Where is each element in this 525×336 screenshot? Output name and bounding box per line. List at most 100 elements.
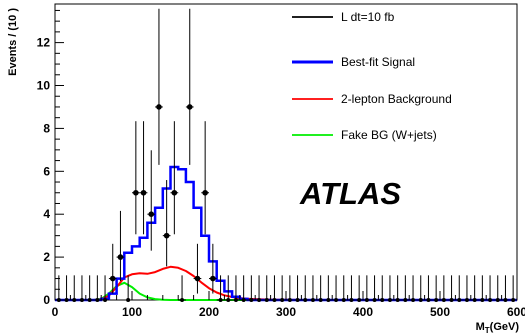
- data-point: [324, 275, 333, 302]
- data-point: [93, 275, 102, 302]
- y-tick-label: 10: [37, 79, 51, 93]
- x-tick-label: 300: [276, 305, 296, 319]
- legend-label-Pseudodata: L dt=10 fb: [341, 10, 395, 24]
- data-marker: [310, 298, 315, 302]
- legend-label-bkg: 2-lepton Background: [341, 92, 452, 106]
- axes: 0 100 200 300 400 500 600 0 2 4 6 8 10 12 Events / (10…: [7, 8, 525, 335]
- legend-label-fake: Fake BG (W+jets): [341, 128, 437, 142]
- y-tick-label: 12: [37, 36, 51, 50]
- data-marker: [218, 298, 223, 302]
- data-point: [170, 121, 179, 235]
- data-marker: [226, 298, 231, 302]
- data-point: [147, 150, 156, 251]
- x-tick-label: 100: [122, 305, 142, 319]
- data-point: [70, 275, 79, 302]
- data-marker: [180, 298, 185, 302]
- data-point: [232, 275, 240, 302]
- data-marker: [241, 298, 246, 302]
- data-marker: [126, 298, 131, 302]
- y-tick-label: 0: [43, 293, 50, 307]
- data-point: [316, 275, 325, 302]
- y-tick-label: 6: [43, 164, 50, 178]
- data-point: [216, 275, 225, 302]
- x-tick-label: 200: [199, 305, 219, 319]
- data-marker: [72, 298, 77, 302]
- data-marker: [109, 275, 116, 282]
- data-marker: [103, 298, 108, 302]
- data-point: [262, 275, 271, 302]
- data-point: [378, 275, 387, 302]
- data-point: [486, 275, 494, 302]
- data-marker: [403, 298, 408, 302]
- data-marker: [472, 298, 477, 302]
- data-marker: [64, 298, 69, 302]
- data-point: [386, 275, 394, 302]
- data-point: [455, 275, 464, 302]
- data-marker: [457, 298, 462, 302]
- data-marker: [441, 298, 446, 302]
- data-marker: [380, 298, 385, 302]
- data-point: [286, 275, 294, 302]
- data-marker: [233, 298, 238, 302]
- data-point: [78, 275, 86, 302]
- x-tick-label: 500: [430, 305, 450, 319]
- data-point: [447, 275, 456, 302]
- data-marker: [449, 298, 454, 302]
- data-marker: [95, 298, 100, 302]
- data-point: [332, 275, 340, 302]
- data-point: [62, 275, 71, 302]
- data-marker: [303, 298, 308, 302]
- data-point: [440, 275, 448, 302]
- data-point: [247, 275, 256, 302]
- data-marker: [140, 189, 147, 196]
- data-marker: [372, 298, 377, 302]
- data-marker: [364, 298, 369, 302]
- data-marker: [287, 298, 292, 302]
- data-point: [209, 243, 217, 294]
- data-marker: [171, 189, 178, 196]
- y-tick-label: 8: [43, 121, 50, 135]
- data-point: [347, 275, 356, 302]
- data-marker: [503, 298, 508, 302]
- x-axis-label: MT(GeV): [476, 321, 520, 335]
- data-marker: [426, 298, 431, 302]
- data-marker: [156, 104, 162, 110]
- data-point: [293, 275, 302, 302]
- data-point: [416, 275, 425, 302]
- legend-label-signal: Best-fit Signal: [341, 55, 415, 69]
- data-point: [162, 180, 171, 267]
- data-marker: [326, 298, 331, 302]
- data-marker: [341, 298, 346, 302]
- x-tick-label: 600: [507, 305, 525, 319]
- data-point: [424, 275, 433, 302]
- data-point: [493, 275, 502, 302]
- data-point: [270, 275, 279, 302]
- data-point: [101, 275, 109, 302]
- y-axis-label: Events / (10 ): [7, 8, 19, 76]
- legend: L dt=10 fb Best-fit Signal 2-lepton Backgr…: [292, 10, 452, 142]
- data-marker: [395, 298, 400, 302]
- data-marker: [318, 298, 323, 302]
- data-point: [55, 275, 63, 302]
- x-tick-label: 400: [353, 305, 373, 319]
- data-point: [470, 275, 479, 302]
- atlas-label: ATLAS: [299, 176, 401, 211]
- signal-histogram: [55, 165, 517, 302]
- series-best-fit-signal: [55, 165, 517, 302]
- data-point: [178, 275, 186, 302]
- data-marker: [249, 298, 254, 302]
- data-point: [155, 8, 163, 165]
- data-point: [309, 275, 317, 302]
- data-point: [139, 121, 148, 235]
- data-marker: [202, 189, 208, 196]
- data-marker: [349, 298, 354, 302]
- data-marker: [163, 232, 170, 239]
- data-marker: [264, 298, 269, 302]
- data-point: [409, 275, 417, 302]
- data-point: [116, 210, 125, 282]
- data-point: [255, 275, 263, 302]
- data-point: [132, 121, 140, 235]
- data-marker: [79, 298, 84, 302]
- data-point: [124, 275, 132, 302]
